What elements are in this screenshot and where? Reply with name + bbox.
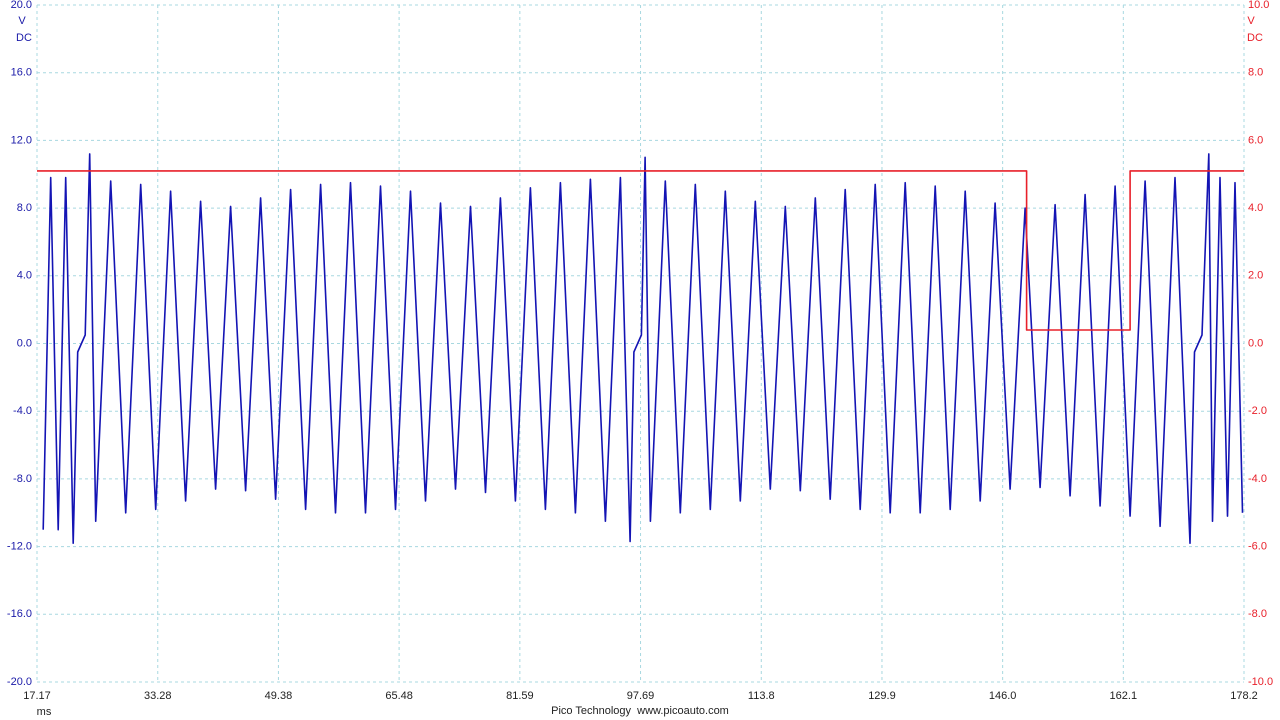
y-tick-label: -20.0: [7, 676, 32, 688]
x-tick-label: 17.17: [23, 690, 51, 702]
y2-tick-label: 6.0: [1248, 134, 1263, 146]
y-unit: DC: [16, 32, 32, 44]
trace: [42, 153, 1244, 544]
y2-tick-label: 4.0: [1248, 202, 1263, 214]
y-tick-label: 8.0: [17, 202, 32, 214]
x-tick-label: 129.9: [868, 690, 896, 702]
y2-tick-label: -4.0: [1248, 473, 1267, 485]
x-tick-label: 81.59: [506, 690, 534, 702]
y2-tick-label: 10.0: [1248, 0, 1269, 11]
x-tick-label: 146.0: [989, 690, 1017, 702]
y2-tick-label: -8.0: [1248, 608, 1267, 620]
y-tick-label: -8.0: [13, 473, 32, 485]
y2-tick-label: -6.0: [1248, 541, 1267, 553]
y-tick-label: -4.0: [13, 405, 32, 417]
x-tick-label: 162.1: [1110, 690, 1138, 702]
y-tick-label: -12.0: [7, 541, 32, 553]
y2-tick-label: -10.0: [1248, 676, 1273, 688]
y-tick-label: 4.0: [17, 270, 32, 282]
y-unit: V: [18, 15, 26, 27]
y-tick-label: 20.0: [11, 0, 32, 11]
trace: [37, 170, 1244, 331]
x-tick-label: 113.8: [748, 690, 775, 702]
y-tick-label: 16.0: [11, 67, 32, 79]
y-tick-label: 12.0: [11, 134, 32, 146]
y-tick-label: -16.0: [7, 608, 32, 620]
y2-unit: DC: [1247, 32, 1263, 44]
y2-unit: V: [1247, 15, 1255, 27]
y2-tick-label: 0.0: [1248, 337, 1263, 349]
x-tick-label: 65.48: [385, 690, 413, 702]
x-tick-label: 33.28: [144, 690, 172, 702]
x-tick-label: 49.38: [265, 690, 293, 702]
x-tick-label: 178.2: [1230, 690, 1258, 702]
x-tick-label: 97.69: [627, 690, 655, 702]
y2-tick-label: 8.0: [1248, 67, 1263, 79]
x-unit: ms: [37, 706, 52, 718]
y2-tick-label: 2.0: [1248, 270, 1263, 282]
y2-tick-label: -2.0: [1248, 405, 1267, 417]
y-tick-label: 0.0: [17, 337, 32, 349]
footer: Pico Technology www.picoauto.com: [551, 705, 729, 717]
